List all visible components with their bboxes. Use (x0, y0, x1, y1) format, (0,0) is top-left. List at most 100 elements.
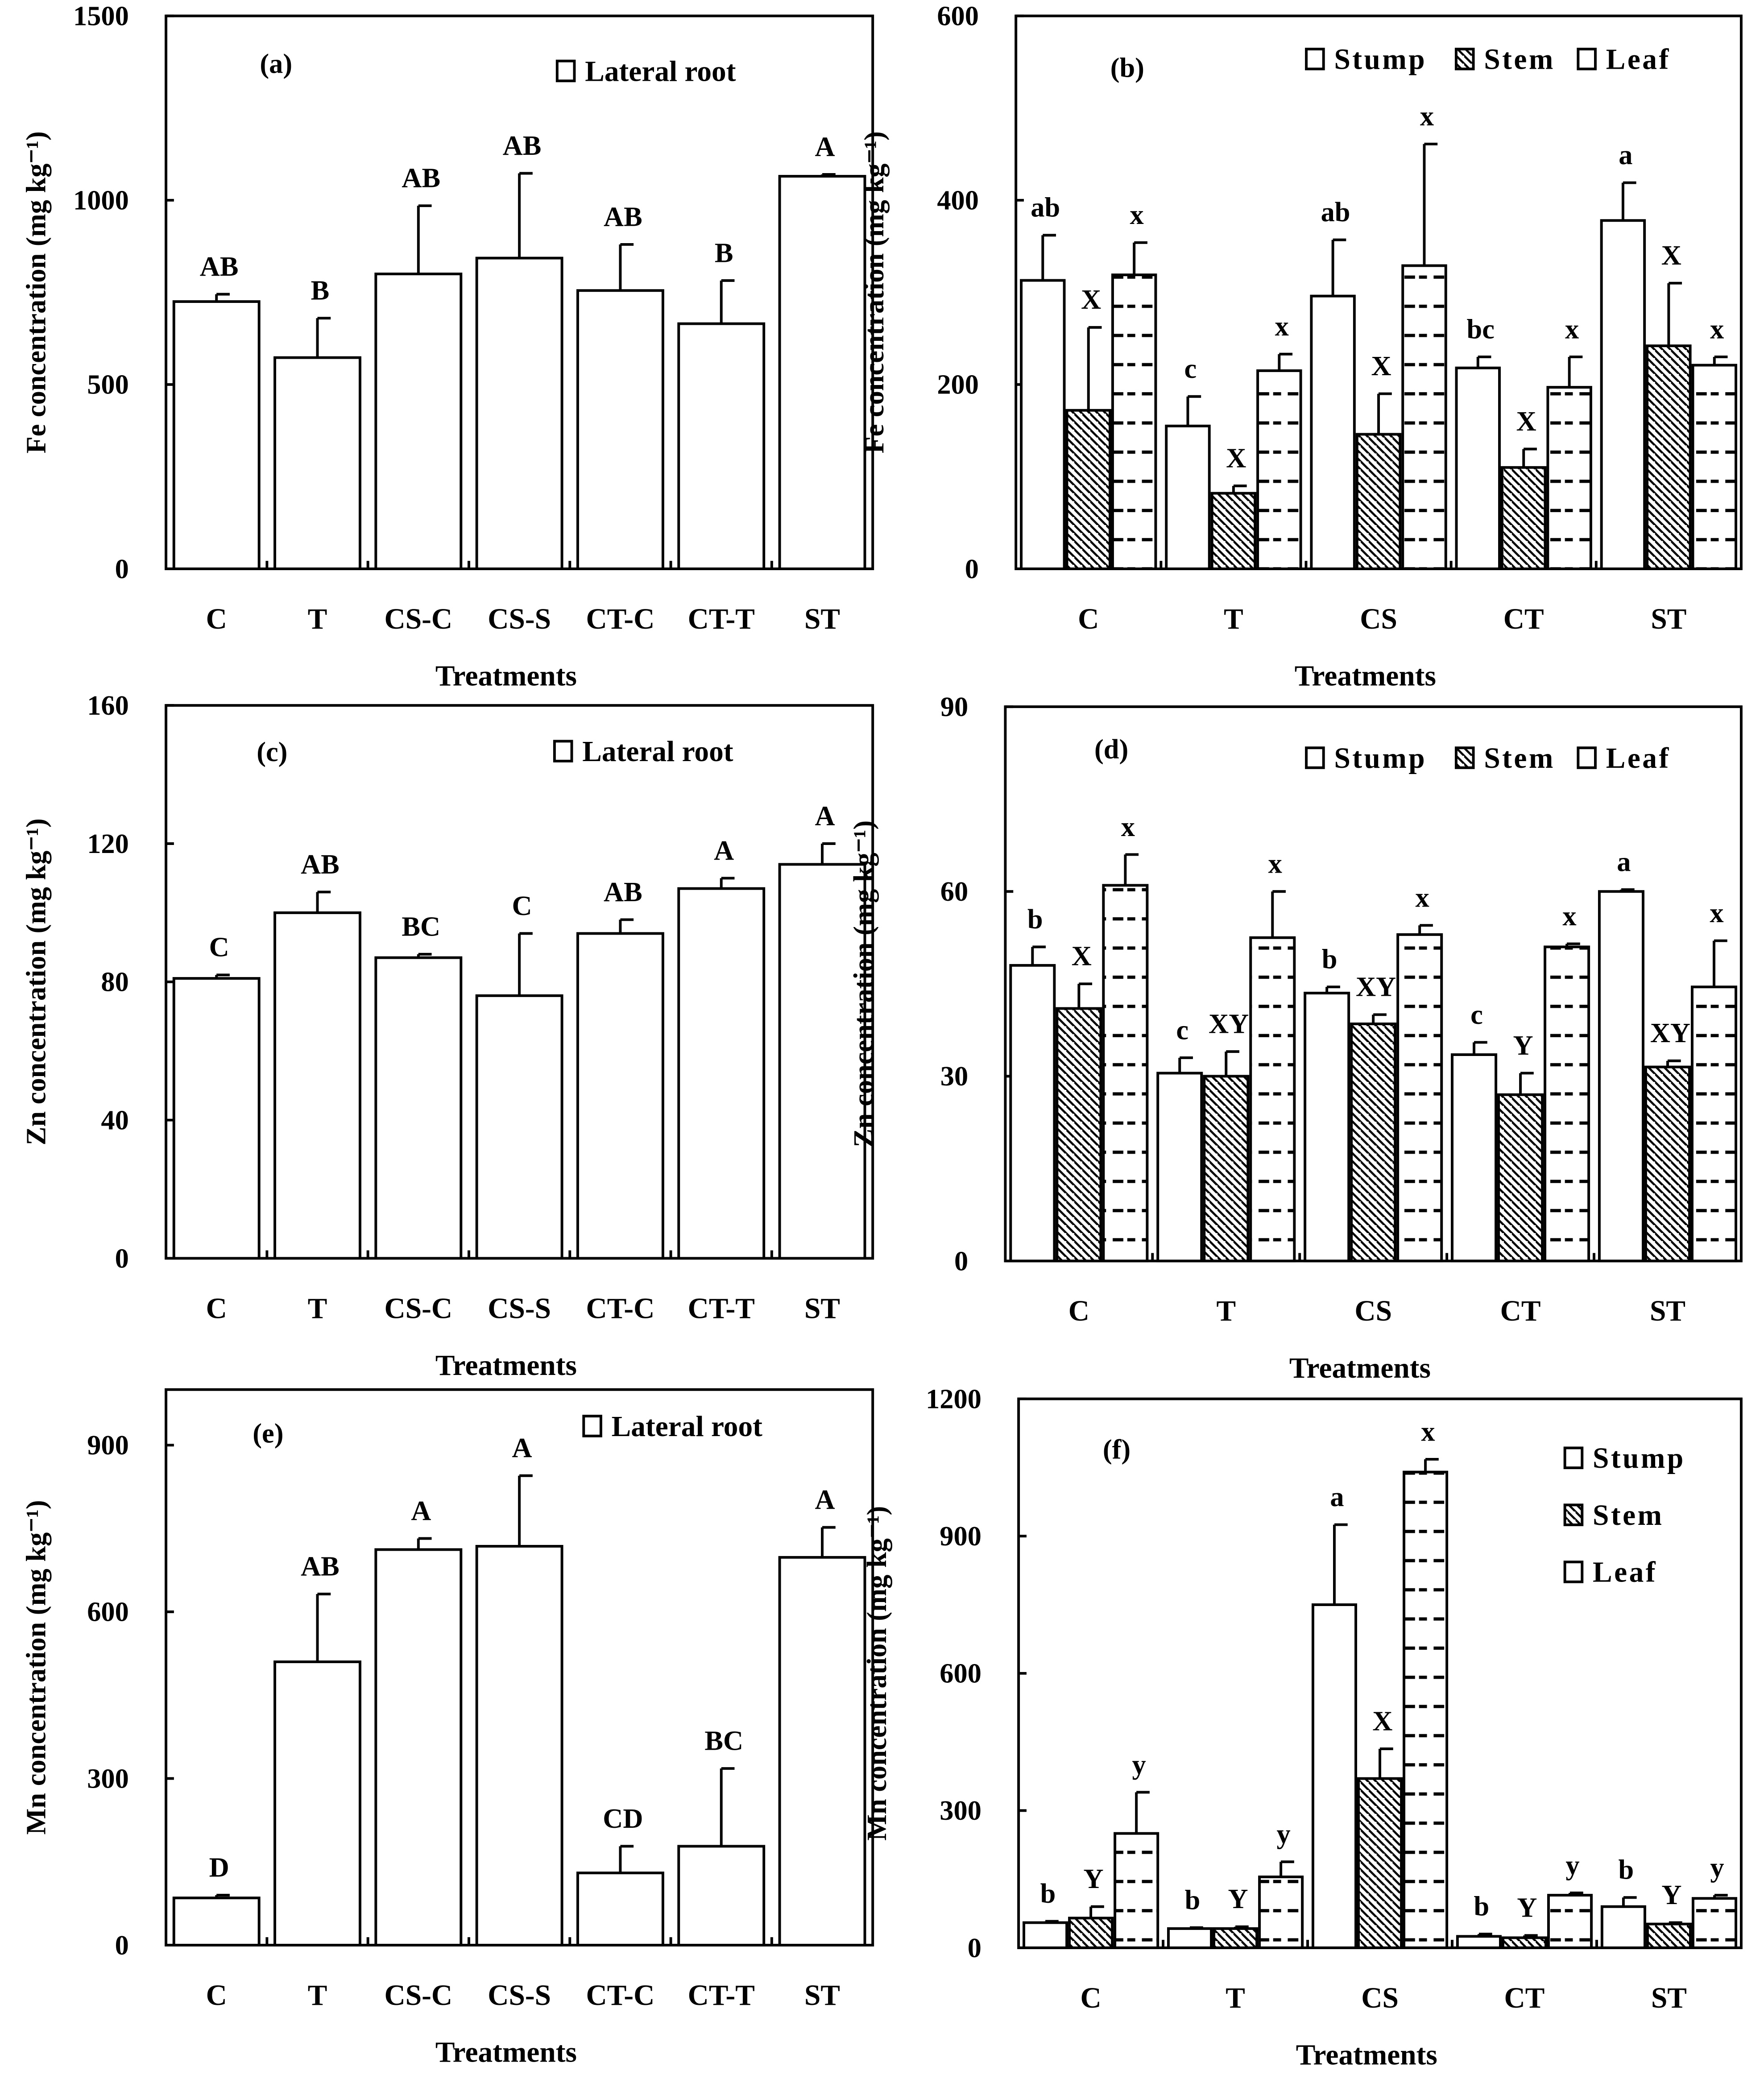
y-axis-label: Zn concentration (mg kg⁻¹) (848, 820, 879, 1147)
chart-panel-f: 0 300 600 900 1200 Mn concentration (mg kg⁻¹)… (861, 1383, 1743, 2071)
significance-letter: a (1619, 140, 1632, 170)
bar-leaf (1111, 273, 1157, 571)
bar-lateral-root (273, 911, 361, 1260)
bar-lateral-root (172, 300, 261, 571)
significance-letter: Y (1517, 1892, 1537, 1923)
bar-stump (1156, 1072, 1203, 1263)
significance-letter: XY (1356, 972, 1396, 1002)
bar-stem (1644, 1065, 1691, 1263)
significance-letter: B (311, 275, 330, 306)
x-tick-label: ST (804, 1979, 840, 2012)
significance-letter: y (1132, 1749, 1146, 1780)
bar-lateral-root (374, 956, 463, 1260)
bar-stump (1167, 1927, 1213, 1949)
significance-letter: Y (1084, 1863, 1104, 1894)
bar-stem (1350, 1023, 1397, 1263)
bar-leaf (1258, 1876, 1304, 1949)
legend-swatch (1577, 47, 1597, 70)
y-tick-label: 30 (940, 1061, 968, 1092)
bar-stem (1065, 409, 1111, 571)
chart-panel-b: 0 200 400 600 Fe concentration (mg kg⁻¹) Trea… (859, 0, 1743, 692)
significance-letter: x (1268, 849, 1282, 879)
significance-letter: AB (402, 163, 440, 194)
significance-letter: X (1081, 284, 1101, 315)
significance-letter: Y (1661, 1880, 1681, 1910)
x-tick-label: CS (1360, 603, 1397, 635)
x-tick-label: CT-T (688, 603, 755, 635)
bar-lateral-root (677, 1845, 766, 1947)
bar-stump (1451, 1053, 1498, 1263)
panel-label: (a) (260, 48, 292, 79)
panel-label: (b) (1110, 52, 1144, 83)
significance-letter: ab (1321, 197, 1350, 228)
legend-swatch (1305, 47, 1325, 70)
bar-stump (1598, 890, 1644, 1263)
legend-label: Lateral root (585, 55, 736, 87)
significance-letter: b (1618, 1855, 1634, 1885)
x-tick-label: CS-C (385, 603, 453, 635)
bar-stump (1009, 964, 1056, 1263)
x-tick-label: ST (804, 1292, 840, 1325)
x-axis-label: Treatments (1295, 660, 1436, 692)
bar-lateral-root (273, 356, 361, 571)
legend-label: Stem (1484, 44, 1555, 76)
bar-stem (1213, 1927, 1259, 1949)
bar-stem (1210, 492, 1257, 571)
significance-letter: b (1027, 904, 1043, 935)
x-tick-label: CT-T (688, 1979, 755, 2012)
y-axis-label: Zn concentration (mg kg⁻¹) (21, 818, 52, 1145)
significance-letter: X (1661, 240, 1681, 271)
x-axis-label: Treatments (435, 1350, 577, 1382)
bar-leaf (1114, 1832, 1159, 1949)
x-tick-label: ST (1650, 1295, 1685, 1327)
significance-letter: x (1416, 882, 1429, 913)
x-tick-label: CS-C (385, 1979, 453, 2012)
significance-letter: bc (1467, 314, 1495, 344)
bar-leaf (1544, 945, 1590, 1263)
x-tick-label: ST (1651, 1982, 1687, 2014)
y-axis-label: Mn concentration (mg kg⁻¹) (21, 1500, 52, 1834)
y-tick-label: 0 (954, 1246, 968, 1276)
panel-label: (e) (253, 1418, 283, 1449)
x-tick-label: ST (804, 603, 840, 635)
significance-letter: Y (1228, 1884, 1248, 1914)
significance-letter: X (1372, 1706, 1392, 1736)
bar-stump (1311, 1603, 1358, 1949)
significance-letter: b (1185, 1884, 1201, 1915)
x-tick-label: CT-C (586, 603, 655, 635)
y-tick-label: 0 (115, 1930, 129, 1961)
bar-stump (1020, 279, 1066, 571)
significance-letter: X (1516, 406, 1536, 437)
x-axis-label: Treatments (435, 2037, 577, 2069)
legend-swatch (1454, 47, 1475, 70)
significance-letter: AB (200, 251, 239, 282)
bar-stem (1646, 1922, 1692, 1949)
y-axis-label: Fe concentration (mg kg⁻¹) (859, 131, 890, 453)
x-tick-label: C (206, 603, 227, 635)
legend-swatch (555, 59, 576, 83)
significance-letter: A (815, 800, 835, 831)
bar-stump (1310, 294, 1356, 571)
bar-leaf (1547, 1894, 1593, 1949)
bar-stem (1056, 1007, 1102, 1263)
bar-leaf (1690, 985, 1738, 1263)
significance-letter: y (1276, 1819, 1290, 1850)
x-tick-label: CS-S (488, 1979, 551, 2012)
significance-letter: C (209, 932, 229, 963)
y-tick-label: 80 (101, 967, 128, 998)
y-tick-label: 1500 (73, 0, 129, 31)
legend-label: Stump (1334, 742, 1427, 774)
x-axis-label: Treatments (1296, 2039, 1437, 2071)
legend-label: Stump (1593, 1442, 1685, 1474)
bar-stump (1304, 992, 1350, 1263)
x-tick-label: CS-C (385, 1292, 453, 1325)
bar-lateral-root (778, 1556, 866, 1947)
y-axis-label: Mn concentration (mg kg⁻¹) (861, 1506, 892, 1841)
chart-panel-e: 0 300 600 900 Mn concentration (mg kg⁻¹) Trea… (21, 1388, 874, 2069)
chart-panel-a: 0 500 1000 1500 Fe concentration (mg kg⁻¹) Tr… (21, 0, 874, 692)
bar-leaf (1691, 1897, 1738, 1949)
y-axis-label: Fe concentration (mg kg⁻¹) (21, 131, 52, 453)
y-tick-label: 0 (115, 1243, 129, 1274)
bar-leaf (1102, 884, 1149, 1263)
